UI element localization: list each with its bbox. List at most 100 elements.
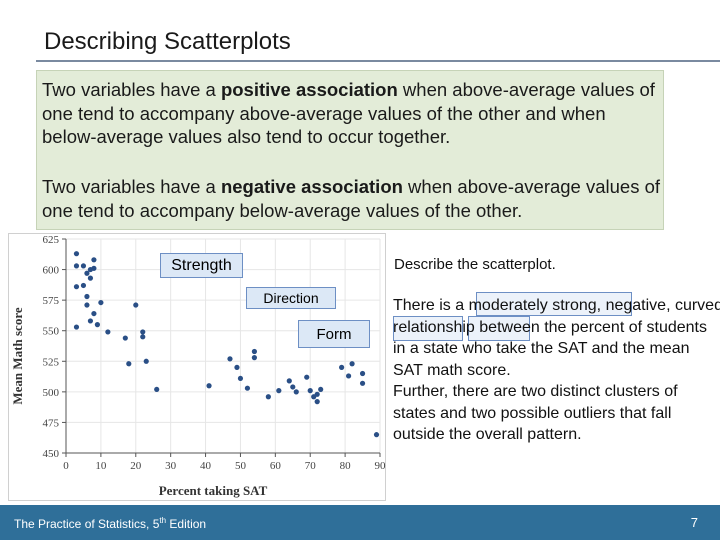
data-point — [91, 257, 97, 263]
data-point — [80, 263, 87, 269]
def-negative-after: when above-average values of one tend to… — [42, 176, 661, 221]
data-point — [105, 329, 111, 335]
def-negative-term: negative association — [220, 176, 403, 197]
x-axis-label: Percent taking SAT — [159, 483, 268, 498]
data-point — [87, 318, 94, 324]
x-tick-label: 60 — [270, 460, 282, 472]
data-point — [286, 378, 292, 384]
y-axis-label: Mean Math score — [10, 307, 25, 404]
data-point — [91, 310, 97, 317]
data-point — [349, 361, 355, 367]
def-positive-after: when above-average values of one tend to… — [42, 79, 655, 147]
x-tick-label: 10 — [95, 460, 107, 472]
x-tick-label: 20 — [130, 460, 142, 472]
answer-direction: negative — [605, 297, 667, 314]
strength-callout: Strength — [160, 253, 243, 278]
y-tick-label: 450 — [43, 448, 60, 460]
y-tick-label: 500 — [43, 387, 60, 399]
footer-bar — [0, 505, 720, 540]
form-highlight — [468, 316, 530, 341]
x-tick-label: 40 — [200, 460, 212, 472]
slide-title: Describing Scatterplots — [44, 28, 291, 55]
data-point — [290, 384, 296, 390]
data-point — [244, 385, 251, 391]
answer-form: curved — [674, 297, 720, 314]
data-point — [304, 374, 310, 380]
data-point — [318, 386, 324, 393]
scatterplot-description: There is a moderately strong, negative, … — [393, 295, 720, 446]
footer-edition: Edition — [166, 517, 207, 531]
data-point — [251, 348, 257, 355]
data-point — [73, 251, 80, 257]
data-point — [237, 375, 244, 382]
data-point — [359, 380, 366, 386]
data-point — [314, 399, 320, 405]
footer-book: The Practice of Statistics, 5 — [14, 517, 160, 531]
data-point — [84, 293, 90, 300]
definition-box — [36, 70, 664, 230]
strength-highlight — [476, 292, 632, 316]
answer-strength: moderately strong, — [468, 297, 602, 314]
def-positive-term: positive association — [220, 79, 398, 100]
answer-clusters: Further, there are two distinct clusters… — [393, 383, 678, 443]
data-point — [73, 284, 80, 290]
data-point — [265, 394, 271, 400]
data-point — [73, 324, 80, 330]
data-point — [94, 322, 100, 328]
data-point — [84, 270, 90, 276]
positive-association-definition: Two variables have a positive associatio… — [42, 78, 662, 149]
def-positive-before: Two variables have a — [42, 79, 221, 100]
data-point — [339, 364, 345, 370]
direction-callout: Direction — [246, 287, 336, 309]
data-point — [143, 358, 149, 364]
data-point — [91, 265, 97, 271]
data-point — [227, 356, 233, 362]
y-tick-label: 625 — [43, 234, 60, 246]
answer-part: There is a — [393, 297, 469, 314]
answer-part — [601, 297, 605, 314]
negative-association-definition: Two variables have a negative associatio… — [42, 175, 662, 222]
title-underline — [36, 60, 720, 62]
data-point — [251, 355, 257, 361]
x-tick-label: 70 — [305, 460, 317, 472]
answer-part: , — [666, 297, 675, 314]
y-tick-label: 550 — [43, 326, 60, 338]
data-point — [154, 386, 160, 393]
data-point — [346, 373, 352, 379]
direction-highlight — [393, 316, 463, 341]
footer-sup: th — [159, 516, 167, 525]
answer-part: relationship between the percent of stud… — [393, 318, 707, 379]
x-tick-label: 50 — [235, 460, 247, 472]
data-point — [140, 329, 146, 335]
data-point — [80, 282, 87, 289]
data-point — [87, 275, 94, 281]
x-tick-label: 90 — [375, 460, 387, 472]
def-negative-before: Two variables have a — [42, 176, 221, 197]
data-point — [307, 388, 313, 394]
page-number: 7 — [690, 515, 698, 530]
data-point — [73, 263, 80, 269]
data-point — [276, 388, 282, 394]
data-point — [98, 299, 104, 306]
data-point — [373, 432, 380, 438]
y-tick-label: 575 — [43, 295, 60, 307]
data-point — [140, 334, 146, 340]
data-point — [206, 383, 212, 389]
data-point — [314, 391, 320, 397]
x-tick-label: 30 — [165, 460, 177, 472]
data-point — [84, 302, 90, 308]
y-tick-label: 600 — [43, 265, 60, 277]
data-point — [234, 364, 240, 370]
data-point — [133, 302, 139, 308]
y-tick-label: 475 — [43, 417, 60, 429]
data-point — [122, 335, 128, 341]
form-callout: Form — [298, 320, 370, 348]
data-point — [293, 389, 299, 395]
describe-prompt: Describe the scatterplot. — [394, 256, 556, 273]
data-point — [359, 370, 366, 377]
x-tick-label: 0 — [63, 460, 69, 472]
x-tick-label: 80 — [340, 460, 352, 472]
footer-source: The Practice of Statistics, 5th Edition — [14, 516, 206, 531]
data-point — [126, 361, 132, 367]
y-tick-label: 525 — [43, 356, 60, 368]
